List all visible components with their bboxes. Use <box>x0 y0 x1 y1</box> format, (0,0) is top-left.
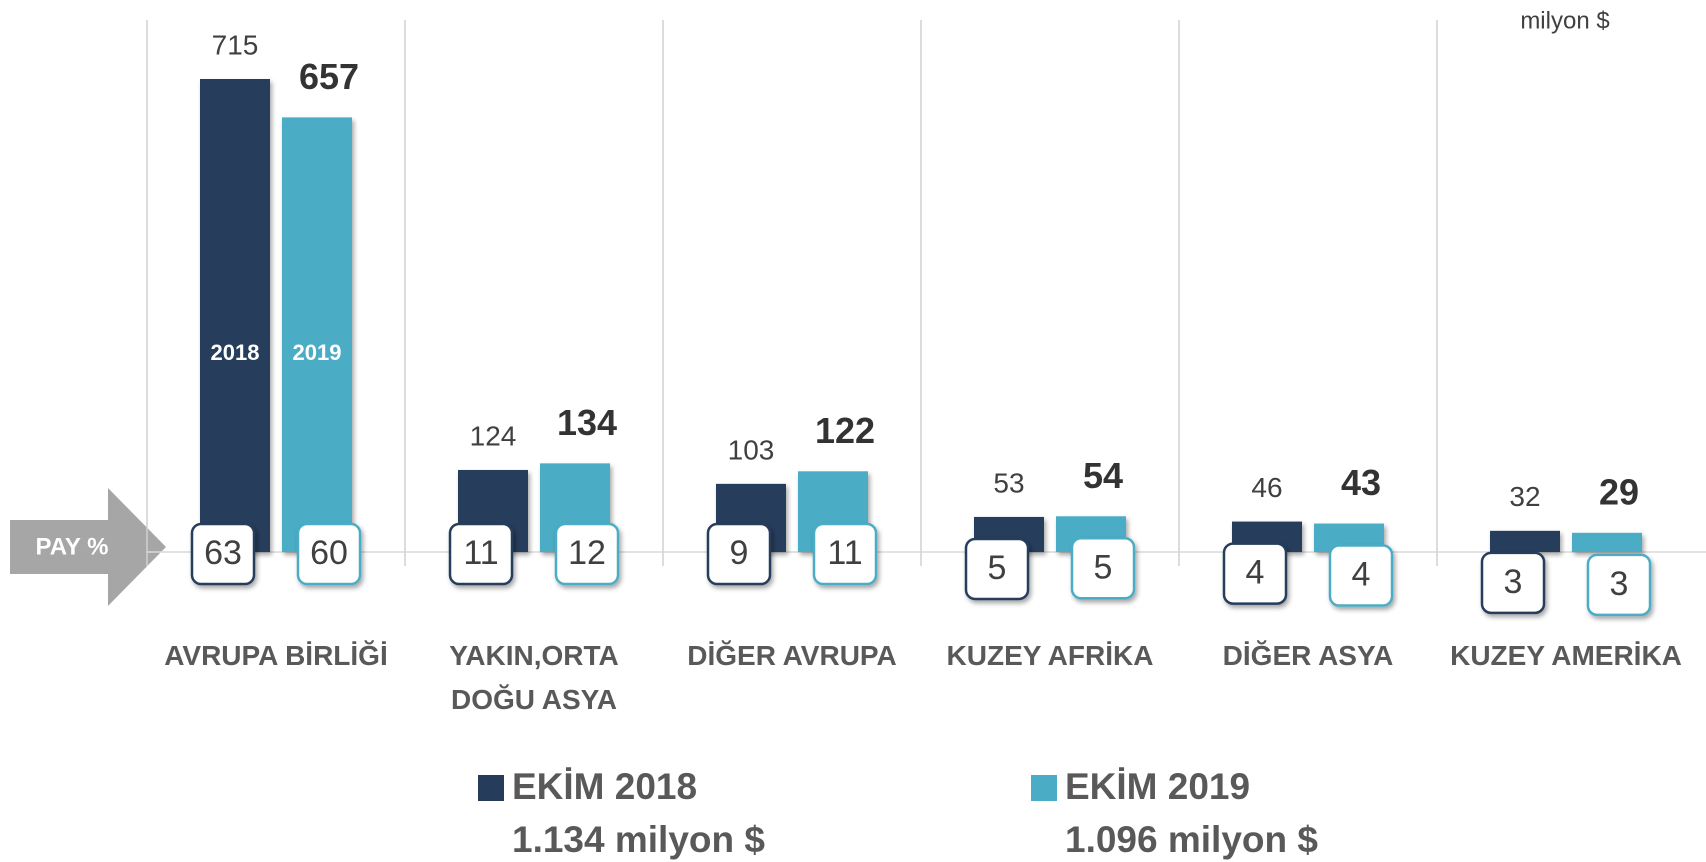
share-label: 4 <box>1352 556 1371 594</box>
share-box <box>964 537 1030 601</box>
legend-swatch <box>1031 775 1057 801</box>
value-label: 53 <box>993 467 1024 498</box>
unit-label: milyon $ <box>1520 7 1609 34</box>
share-box <box>190 522 256 586</box>
share-label: 12 <box>568 534 606 572</box>
x-tick-label: YAKIN,ORTA DOĞU ASYA <box>449 640 619 715</box>
share-label: 3 <box>1504 563 1523 601</box>
value-label: 657 <box>299 56 359 97</box>
x-tick-label: DİĞER ASYA <box>1223 640 1394 671</box>
legend-swatch <box>478 775 504 801</box>
x-tick-label: AVRUPA BİRLİĞİ <box>164 640 387 671</box>
share-label: PAY % <box>36 533 109 560</box>
share-box <box>554 522 620 586</box>
share-box <box>448 522 514 586</box>
legend-label: EKİM 2018 <box>512 766 697 807</box>
value-label: 29 <box>1599 471 1639 512</box>
bar <box>200 79 270 552</box>
bar <box>282 117 352 552</box>
bar <box>1490 530 1560 552</box>
value-label: 124 <box>470 420 517 451</box>
share-label: 5 <box>1094 548 1113 586</box>
value-label: 103 <box>728 434 775 465</box>
share-box <box>812 522 878 586</box>
share-label: 11 <box>463 534 498 572</box>
value-label: 122 <box>815 410 875 451</box>
share-label: 9 <box>730 534 749 572</box>
x-tick-label: KUZEY AFRİKA <box>947 640 1154 671</box>
share-label: 60 <box>310 534 348 572</box>
share-label: 63 <box>204 534 242 572</box>
x-tick-label: KUZEY AMERİKA <box>1450 640 1682 671</box>
value-label: 715 <box>212 29 259 60</box>
x-tick-label: DİĞER AVRUPA <box>687 640 897 671</box>
share-label: 11 <box>827 534 862 572</box>
value-label: 43 <box>1341 462 1381 503</box>
share-label: 5 <box>988 549 1007 587</box>
share-label: 4 <box>1246 554 1265 592</box>
bar-label: 2018 <box>211 340 260 365</box>
bar <box>1572 532 1642 552</box>
share-box <box>1222 542 1288 605</box>
share-box <box>1328 544 1394 607</box>
value-label: 32 <box>1509 481 1540 512</box>
value-label: 134 <box>557 402 617 443</box>
share-box <box>1070 537 1136 600</box>
legend-total: 1.096 milyon $ <box>1065 819 1318 860</box>
share-arrow <box>10 488 166 606</box>
share-label: 3 <box>1610 565 1629 603</box>
value-label: 46 <box>1251 472 1282 503</box>
share-box <box>1480 551 1546 615</box>
share-box <box>1586 553 1652 617</box>
legend-total: 1.134 milyon $ <box>512 819 765 860</box>
legend-label: EKİM 2019 <box>1065 766 1250 807</box>
share-box <box>706 522 772 586</box>
value-label: 54 <box>1083 455 1123 496</box>
bar-label: 2019 <box>293 340 342 365</box>
share-box <box>296 522 362 586</box>
